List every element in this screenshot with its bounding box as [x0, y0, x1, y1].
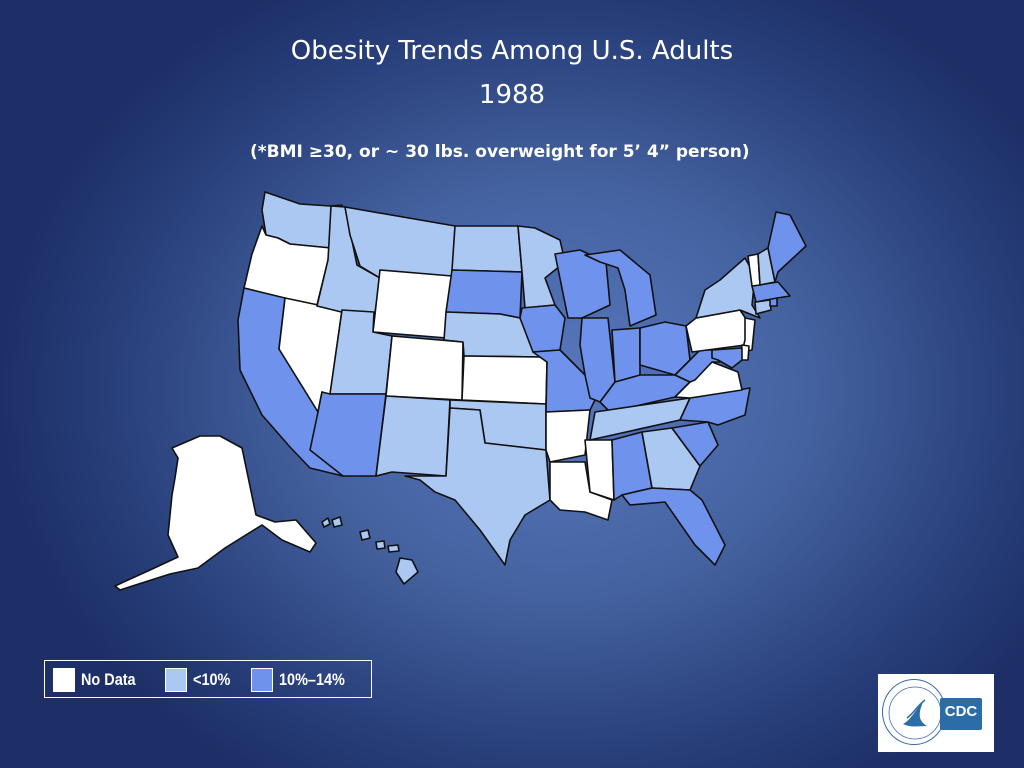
- slide-year: 1988: [478, 80, 546, 110]
- state-nd: [451, 225, 523, 273]
- slide-subtitle: (*BMI ≥30, or ~ 30 lbs. overweight for 5…: [250, 142, 750, 162]
- state-md: [711, 347, 743, 369]
- state-ar: [545, 409, 591, 463]
- legend-swatch-10to14: [251, 668, 273, 692]
- state-mi: [584, 249, 657, 327]
- state-la: [549, 461, 613, 521]
- state-sd: [445, 269, 523, 319]
- state-wi: [554, 249, 611, 319]
- legend-label-lt10: <10%: [193, 670, 231, 689]
- legend-swatch-lt10: [165, 668, 187, 692]
- state-ks: [461, 355, 548, 405]
- state-co: [385, 335, 464, 401]
- slide-title: Obesity Trends Among U.S. Adults: [290, 36, 734, 66]
- state-tx: [404, 407, 551, 566]
- state-sc: [671, 421, 719, 467]
- state-hi: [321, 516, 419, 585]
- state-fl: [621, 487, 726, 566]
- legend-label-10to14: 10%–14%: [279, 670, 345, 689]
- state-me: [767, 211, 807, 283]
- legend-label-no-data: No Data: [81, 670, 136, 689]
- state-mo: [532, 349, 596, 413]
- state-wy: [372, 269, 453, 339]
- state-il: [579, 317, 616, 403]
- map-legend: No Data <10% 10%–14%: [44, 660, 372, 698]
- legend-item-lt10: <10%: [165, 667, 237, 693]
- state-ms: [584, 439, 615, 501]
- state-ak: [114, 435, 317, 591]
- cdc-hhs-logo: CDC: [878, 674, 994, 752]
- hhs-seal-icon: [882, 679, 946, 745]
- cdc-logo-text: CDC: [944, 703, 978, 720]
- state-mn: [517, 225, 566, 309]
- legend-swatch-no-data: [53, 668, 75, 692]
- legend-item-no-data: No Data: [53, 667, 145, 693]
- cdc-badge: CDC: [940, 698, 982, 730]
- state-nm: [375, 395, 451, 477]
- state-ga: [641, 427, 701, 491]
- legend-item-10to14: 10%–14%: [251, 667, 357, 693]
